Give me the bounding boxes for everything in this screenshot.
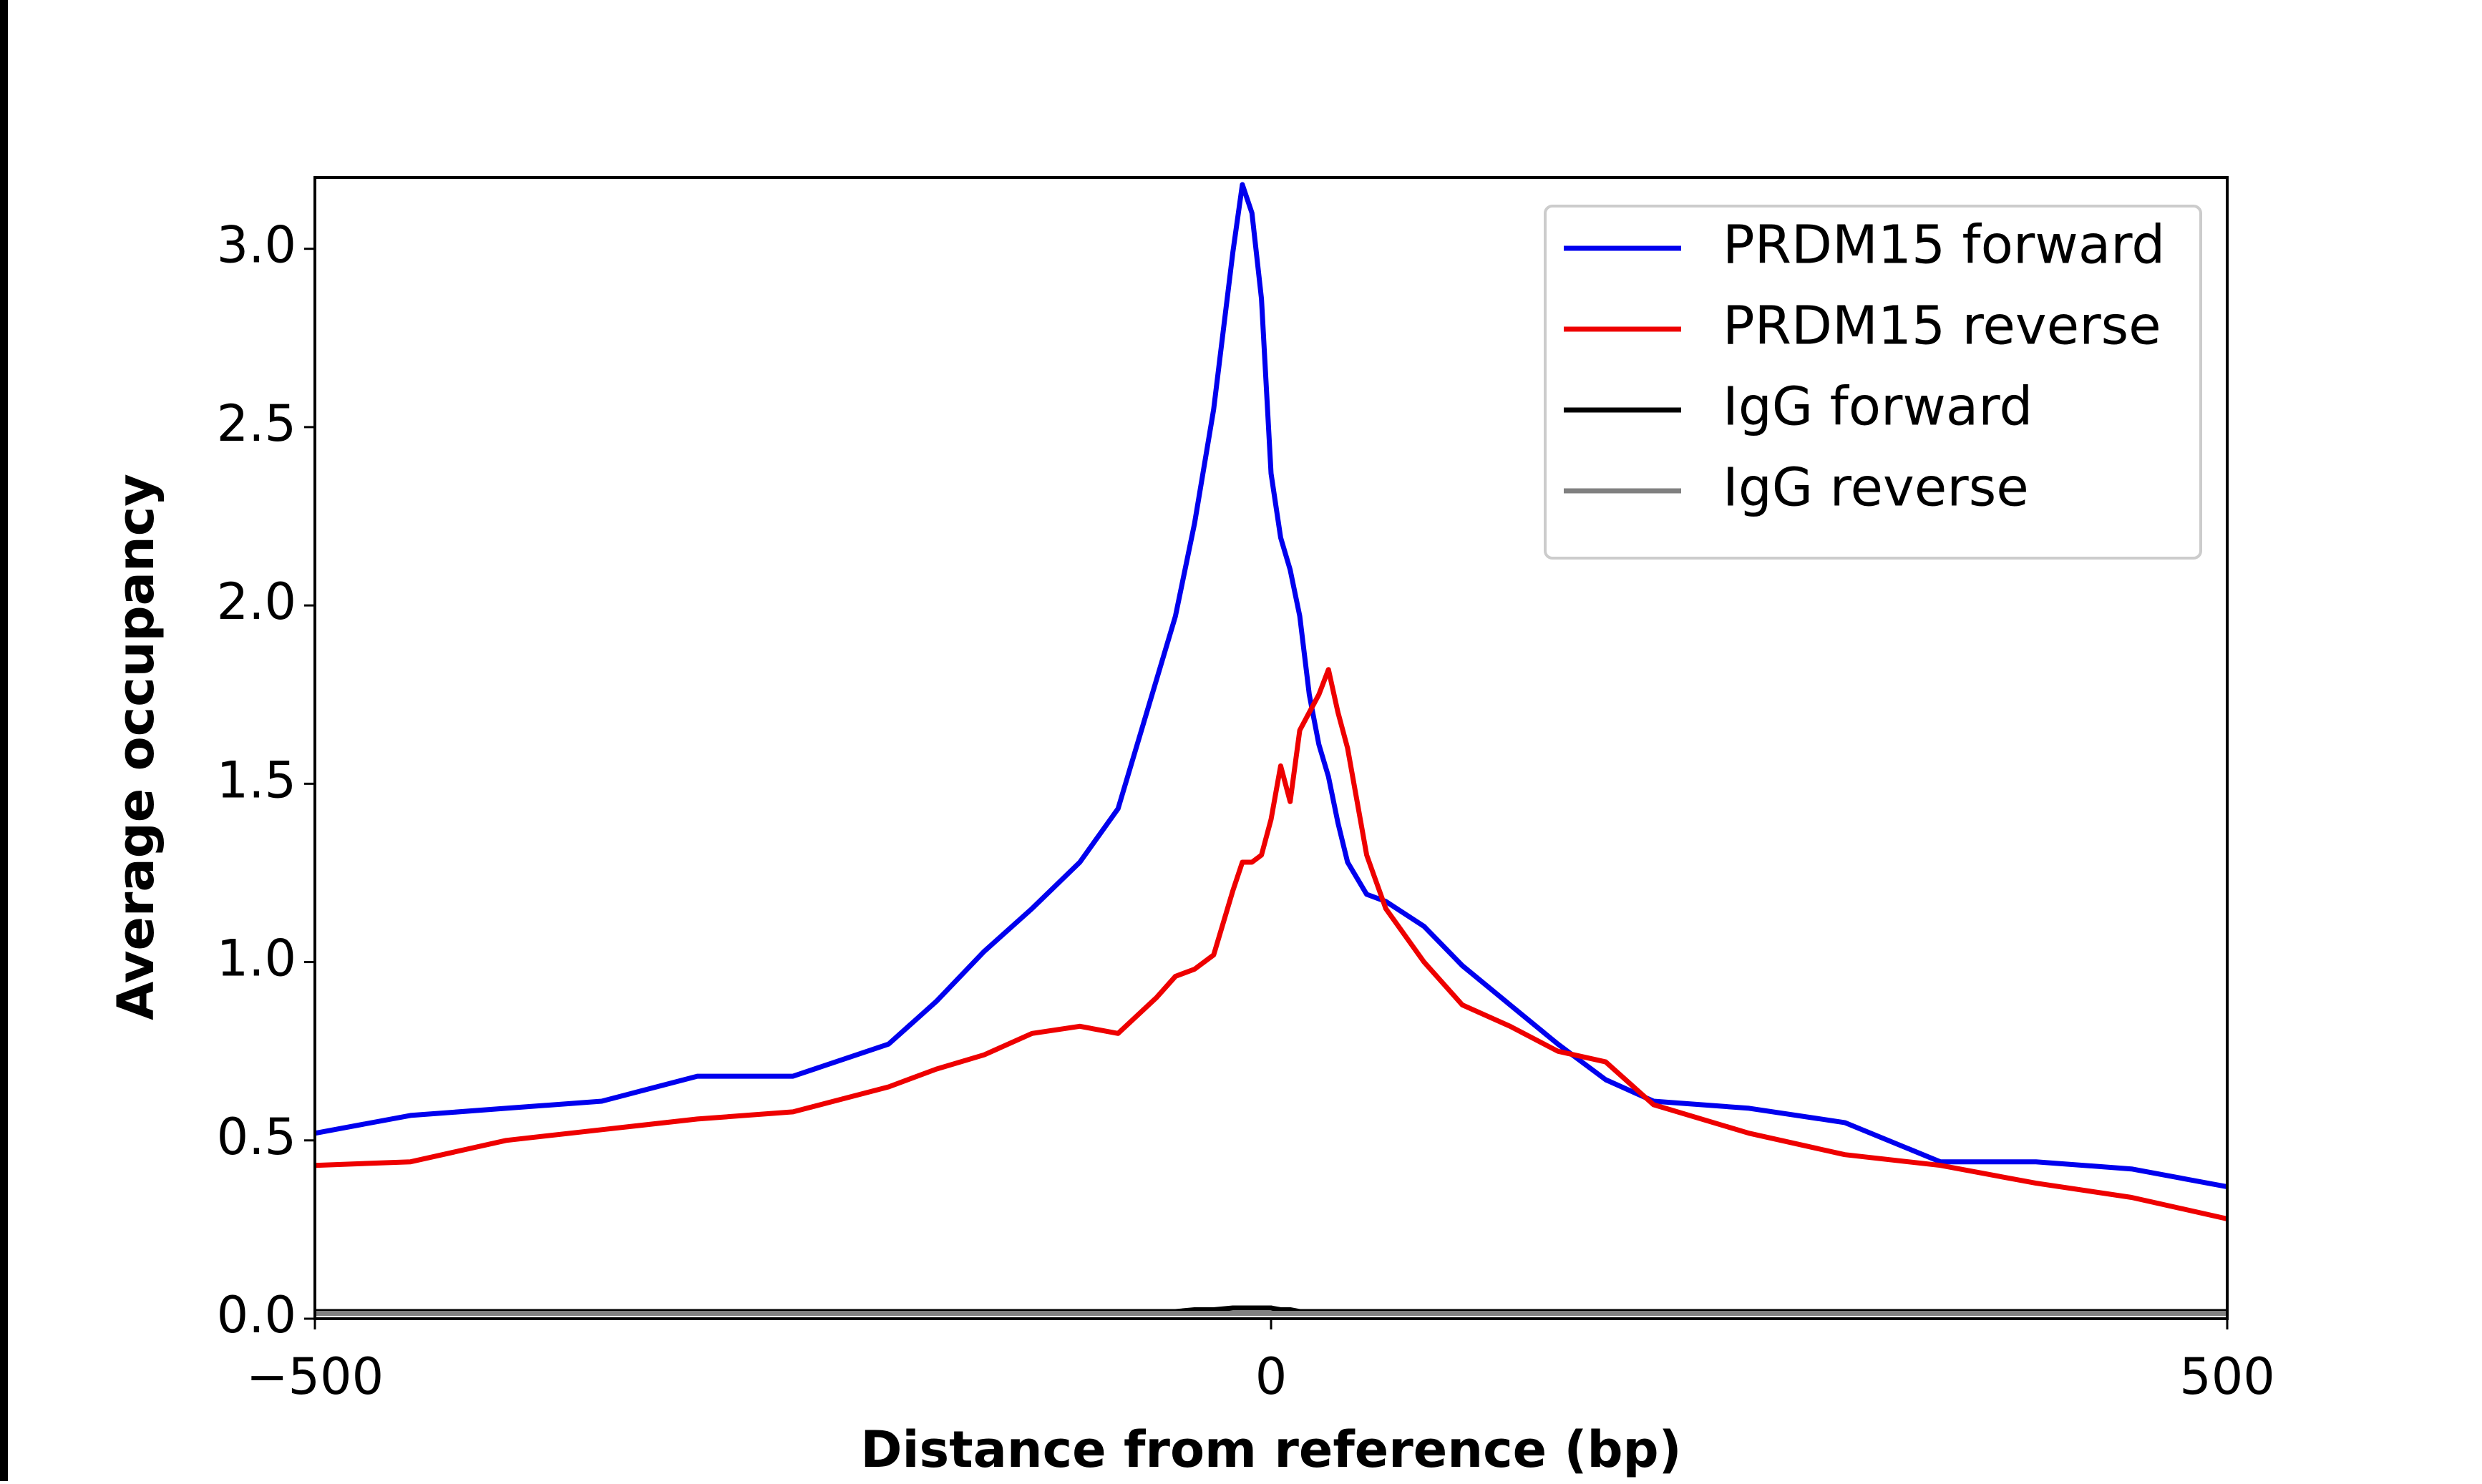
left-border [0, 0, 8, 1481]
x-tick-label: 500 [2179, 1347, 2275, 1406]
y-tick-label: 1.0 [217, 929, 296, 988]
plot-frame [313, 176, 2229, 1320]
x-axis-label: Distance from reference (bp) [860, 1420, 1681, 1479]
legend-label: PRDM15 forward [1723, 215, 2165, 276]
legend-label: IgG forward [1723, 376, 2033, 438]
x-tick-label: −500 [246, 1347, 384, 1406]
y-axis-label: Average occupancy [107, 474, 165, 1020]
series-line [315, 182, 2227, 1190]
x-tick-label: 0 [1255, 1347, 1288, 1406]
legend-label: IgG reverse [1723, 457, 2029, 519]
y-tick-label: 2.5 [217, 394, 296, 453]
y-tick-label: 2.0 [217, 572, 296, 631]
y-tick-label: 1.5 [217, 751, 296, 809]
legend-label: PRDM15 reverse [1723, 296, 2161, 357]
series-line [315, 667, 2227, 1221]
y-tick-label: 0.0 [217, 1286, 296, 1344]
legend-box [1544, 205, 2202, 560]
y-tick-label: 0.5 [217, 1108, 296, 1166]
y-tick-label: 3.0 [217, 216, 296, 275]
